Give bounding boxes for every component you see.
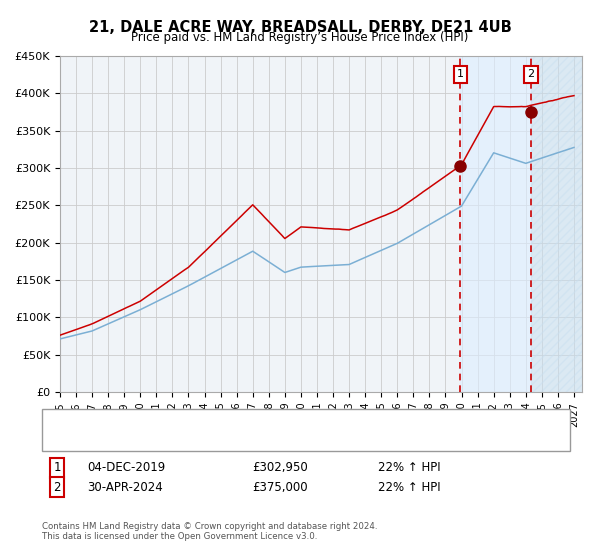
Text: —: — xyxy=(57,414,73,428)
Bar xyxy=(460,56,531,392)
Text: 22% ↑ HPI: 22% ↑ HPI xyxy=(378,480,440,494)
Text: 21, DALE ACRE WAY, BREADSALL, DERBY, DE21 4UB: 21, DALE ACRE WAY, BREADSALL, DERBY, DE2… xyxy=(89,20,511,35)
Text: £302,950: £302,950 xyxy=(252,461,308,474)
Text: 2: 2 xyxy=(527,69,535,80)
Text: Price paid vs. HM Land Registry’s House Price Index (HPI): Price paid vs. HM Land Registry’s House … xyxy=(131,31,469,44)
Text: 04-DEC-2019: 04-DEC-2019 xyxy=(87,461,165,474)
Text: —: — xyxy=(57,431,73,445)
Text: 1: 1 xyxy=(53,461,61,474)
Text: 22% ↑ HPI: 22% ↑ HPI xyxy=(378,461,440,474)
Text: HPI: Average price, detached house, City of Derby: HPI: Average price, detached house, City… xyxy=(81,433,343,443)
Text: 30-APR-2024: 30-APR-2024 xyxy=(87,480,163,494)
Text: 1: 1 xyxy=(457,69,464,80)
Text: Contains HM Land Registry data © Crown copyright and database right 2024.
This d: Contains HM Land Registry data © Crown c… xyxy=(42,522,377,542)
Text: £375,000: £375,000 xyxy=(252,480,308,494)
Text: 21, DALE ACRE WAY, BREADSALL, DERBY, DE21 4UB (detached house): 21, DALE ACRE WAY, BREADSALL, DERBY, DE2… xyxy=(81,416,448,426)
Text: 2: 2 xyxy=(53,480,61,494)
Bar xyxy=(531,56,582,392)
